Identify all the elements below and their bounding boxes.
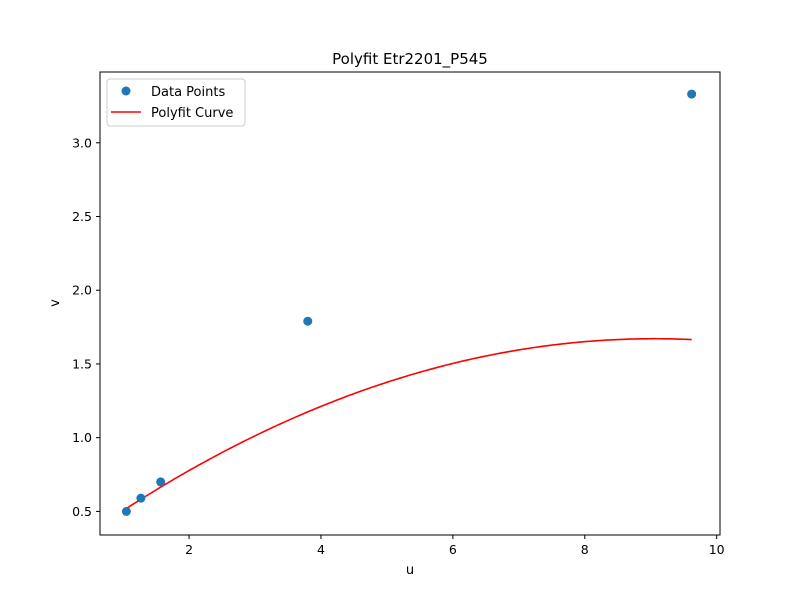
y-tick-label: 1.0 <box>72 430 92 445</box>
x-tick-label: 10 <box>709 542 725 557</box>
y-tick-label: 2.0 <box>72 283 92 298</box>
plot-area <box>121 89 697 516</box>
axes-frame <box>99 71 721 536</box>
data-point <box>121 506 131 516</box>
y-tick-label: 0.5 <box>72 504 92 519</box>
legend-frame <box>106 78 246 127</box>
legend: Data Points Polyfit Curve <box>106 78 246 127</box>
data-point <box>156 477 166 487</box>
x-tick-label: 8 <box>581 542 589 557</box>
data-point <box>303 316 313 326</box>
y-axis-label: v <box>48 299 63 307</box>
legend-marker-data-points <box>121 86 131 96</box>
legend-label-polyfit-curve: Polyfit Curve <box>151 106 233 121</box>
polyfit-curve <box>125 337 692 510</box>
x-tick-label: 4 <box>317 542 325 557</box>
x-axis-label: u <box>406 563 414 578</box>
data-point <box>687 89 697 99</box>
y-tick-label: 1.5 <box>72 356 92 371</box>
x-tick-label: 6 <box>449 542 457 557</box>
data-point <box>136 493 146 503</box>
x-tick-label: 2 <box>185 542 193 557</box>
y-tick-label: 2.5 <box>72 209 92 224</box>
legend-label-data-points: Data Points <box>151 85 225 100</box>
axes: 2 4 6 8 10 0.5 1.0 1.5 2.0 2.5 3.0 <box>72 71 725 557</box>
y-tick-label: 3.0 <box>72 135 92 150</box>
chart-title: Polyfit Etr2201_P545 <box>332 50 488 69</box>
